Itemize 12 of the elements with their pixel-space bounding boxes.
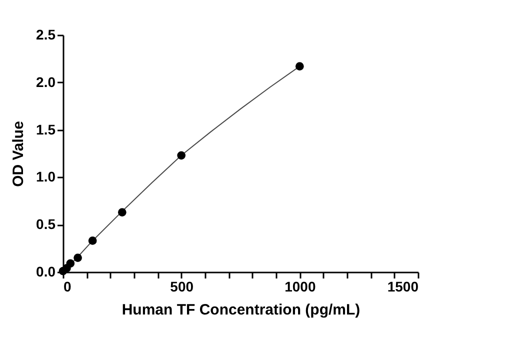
- y-tick-label: 2.5: [36, 26, 56, 42]
- x-tick-label: 1000: [284, 278, 316, 294]
- x-axis-title: Human TF Concentration (pg/mL): [122, 302, 360, 318]
- y-tick-label: 0.0: [36, 264, 56, 280]
- y-tick-label: 1.5: [36, 121, 56, 138]
- x-tick-label: 500: [170, 278, 194, 294]
- y-tick-label: 0.5: [36, 216, 56, 232]
- y-tick-label: 2.0: [36, 74, 56, 90]
- y-tick-label: 1.0: [36, 168, 56, 185]
- x-tick-label: 1500: [387, 278, 419, 294]
- y-axis-title: OD Value: [10, 121, 28, 187]
- x-tick-label: 0: [64, 278, 72, 294]
